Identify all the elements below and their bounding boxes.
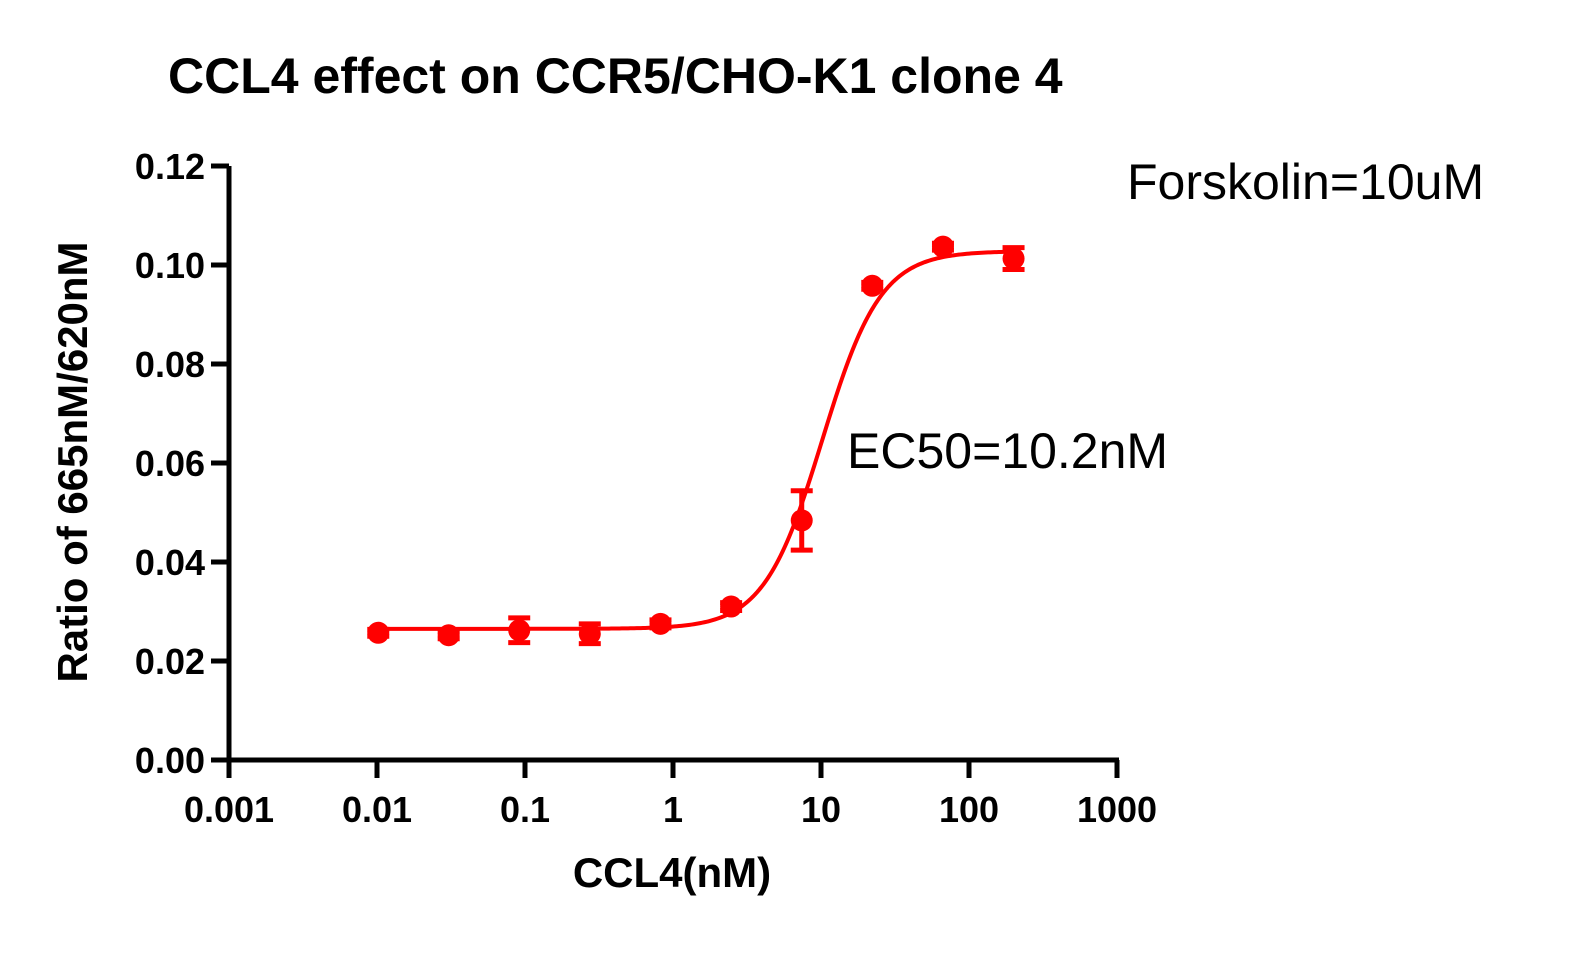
data-point (578, 622, 601, 645)
x-tick-label: 0.001 (184, 789, 274, 830)
x-tick-label: 10 (801, 789, 841, 830)
data-point (367, 621, 390, 644)
x-tick-label: 100 (939, 789, 999, 830)
x-axis-label: CCL4(nM) (573, 849, 771, 896)
data-point (790, 509, 813, 532)
x-tick-label: 1 (663, 789, 683, 830)
data-point (437, 624, 460, 647)
y-tick-label: 0.06 (135, 443, 205, 484)
data-point (508, 619, 531, 642)
y-axis-label: Ratio of 665nM/620nM (49, 241, 96, 682)
y-tick-label: 0.02 (135, 641, 205, 682)
y-tick-label: 0.10 (135, 245, 205, 286)
fit-curve (378, 249, 1014, 631)
data-point (861, 274, 884, 297)
data-point (931, 235, 954, 258)
annotation-ec50: EC50=10.2nM (847, 423, 1168, 479)
y-tick-label: 0.12 (135, 146, 205, 187)
chart-title: CCL4 effect on CCR5/CHO-K1 clone 4 (168, 48, 1063, 104)
x-tick-label: 0.01 (342, 789, 412, 830)
y-tick-label: 0.04 (135, 542, 205, 583)
plot-area: 0.00 0.02 0.04 0.06 0.08 0.10 0.12 0.001 0.01 0.1… (135, 146, 1157, 830)
y-tick-label: 0.08 (135, 344, 205, 385)
data-point (649, 612, 672, 635)
annotation-forskolin: Forskolin=10uM (1127, 154, 1484, 210)
data-point (1002, 247, 1025, 270)
x-tick-label: 1000 (1077, 789, 1157, 830)
y-tick-label: 0.00 (135, 740, 205, 781)
x-tick-label: 0.1 (500, 789, 550, 830)
data-point (720, 595, 743, 618)
